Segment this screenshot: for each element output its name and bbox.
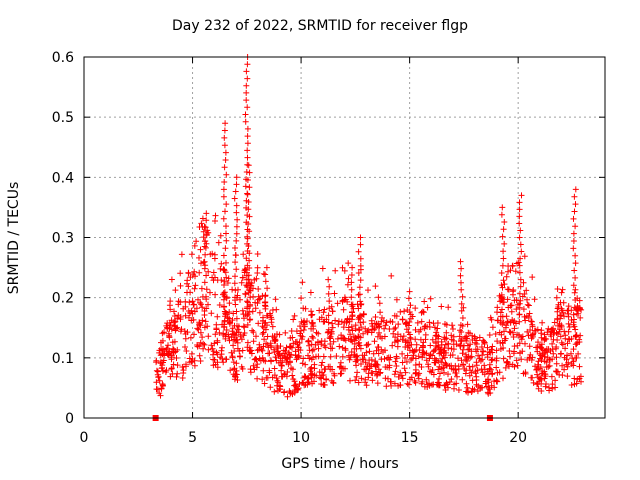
y-tick-label: 0.2 [52,291,74,307]
y-tick-label: 0.5 [52,110,74,126]
chart-title: Day 232 of 2022, SRMTID for receiver flg… [171,18,468,34]
y-tick-label: 0.3 [52,231,74,247]
y-tick-label: 0 [65,411,74,427]
y-axis-label: SRMTID / TECUs [6,181,22,295]
y-tick-label: 0.1 [52,351,74,367]
y-tick-label: 0.4 [52,170,74,186]
x-tick-label: 10 [292,430,310,446]
data-points [153,54,585,400]
x-tick-label: 0 [80,430,89,446]
x-axis-label: GPS time / hours [281,456,399,472]
x-tick-label: 15 [401,430,419,446]
ticks-layer: 0 0.1 0.2 0.3 0.4 0.5 0.6 0 5 10 15 20 [52,50,605,446]
x-tick-label: 5 [188,430,197,446]
y-tick-label: 0.6 [52,50,74,66]
points-layer [152,54,585,421]
x-tick-label: 20 [509,430,527,446]
